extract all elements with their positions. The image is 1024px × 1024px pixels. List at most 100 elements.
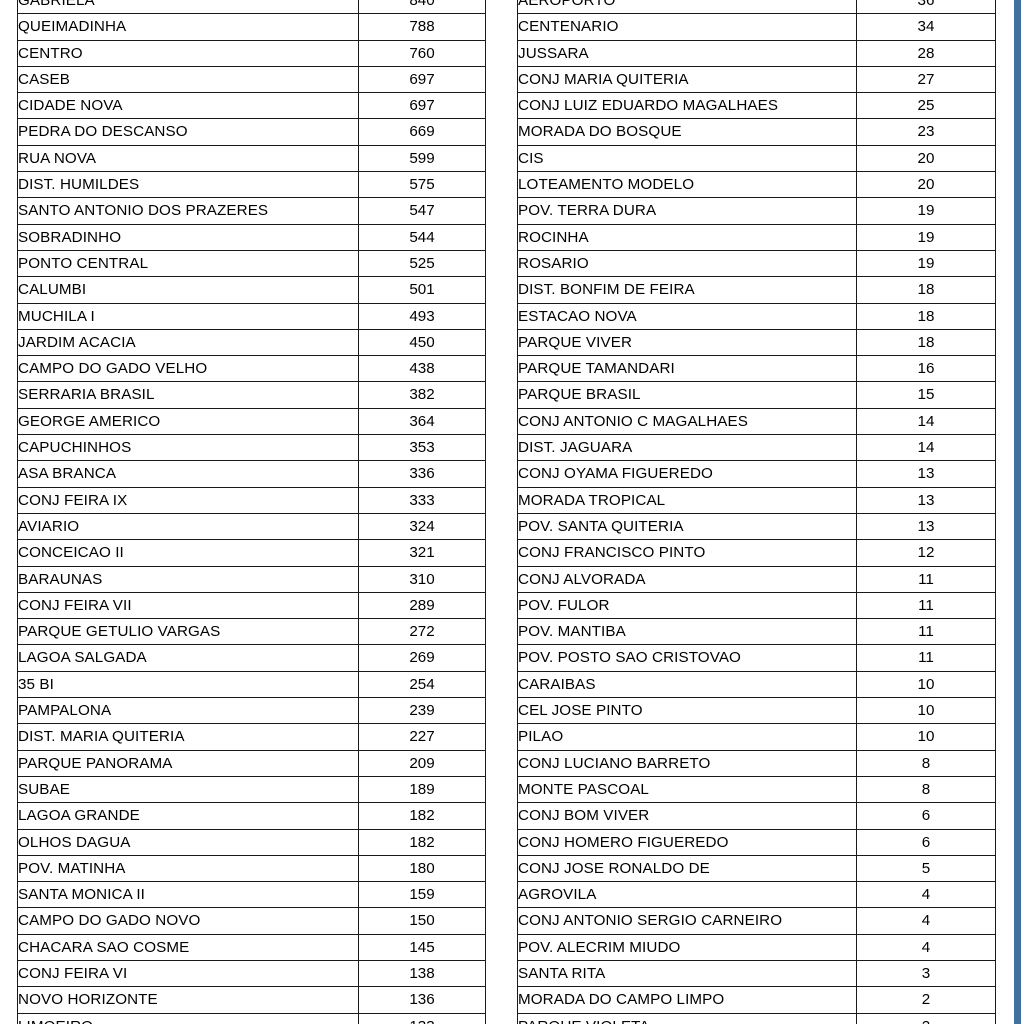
locality-name-cell: CONJ ANTONIO C MAGALHAES (517, 407, 857, 436)
locality-count-cell: 19 (856, 249, 996, 278)
table-row: CONJ FEIRA VI 138 (17, 959, 486, 988)
right-table-body: AEROPORTO 36 CENTENARIO 34 JUSSARA 28 CONJ MAR… (517, 0, 996, 1024)
locality-name-cell: ROCINHA (517, 223, 857, 251)
locality-name-cell: CALUMBI (17, 276, 359, 304)
locality-name-cell: POV. SANTA QUITERIA (517, 512, 857, 541)
locality-count-cell: 20 (856, 144, 996, 173)
locality-count-cell: 4 (856, 933, 996, 961)
locality-count-cell: 36 (856, 0, 996, 15)
locality-name-cell: DIST. BONFIM DE FEIRA (517, 276, 857, 304)
locality-name-cell: CENTRO (17, 39, 359, 67)
locality-name-cell: POV. MATINHA (17, 854, 359, 883)
table-row: MORADA DO CAMPO LIMPO 2 (517, 986, 996, 1014)
locality-name-cell: PARQUE TAMANDARI (517, 355, 857, 383)
locality-count-cell: 12 (856, 539, 996, 567)
locality-name-cell: MUCHILA I (17, 302, 359, 330)
locality-count-cell: 6 (856, 802, 996, 830)
right-data-table: AEROPORTO 36 CENTENARIO 34 JUSSARA 28 CONJ MAR… (517, 0, 996, 1024)
table-row: ROCINHA 19 (517, 223, 996, 251)
table-row: OLHOS DAGUA 182 (17, 828, 486, 856)
table-row: CAMPO DO GADO NOVO 150 (17, 907, 486, 935)
locality-name-cell: SANTO ANTONIO DOS PRAZERES (17, 197, 359, 225)
locality-count-cell: 16 (856, 355, 996, 383)
locality-count-cell: 575 (358, 171, 486, 199)
locality-count-cell: 182 (358, 802, 486, 830)
table-row: RUA NOVA 599 (17, 144, 486, 173)
locality-name-cell: AVIARIO (17, 512, 359, 541)
locality-name-cell: CONJ LUCIANO BARRETO (517, 749, 857, 777)
table-row: CAPUCHINHOS 353 (17, 434, 486, 462)
table-row: PILAO 10 (517, 723, 996, 751)
table-row: JUSSARA 28 (517, 39, 996, 67)
locality-count-cell: 34 (856, 13, 996, 41)
locality-count-cell: 2 (856, 986, 996, 1014)
locality-name-cell: PEDRA DO DESCANSO (17, 118, 359, 146)
locality-name-cell: PARQUE PANORAMA (17, 749, 359, 777)
locality-count-cell: 23 (856, 118, 996, 146)
table-row: MORADA TROPICAL 13 (517, 486, 996, 514)
locality-count-cell: 10 (856, 697, 996, 725)
locality-name-cell: MORADA TROPICAL (517, 486, 857, 514)
table-row: PARQUE VIVER 18 (517, 328, 996, 357)
table-row: CONJ JOSE RONALDO DE 5 (517, 854, 996, 883)
locality-count-cell: 525 (358, 249, 486, 278)
locality-name-cell: CONJ FEIRA IX (17, 486, 359, 514)
table-row: CONJ LUCIANO BARRETO 8 (517, 749, 996, 777)
locality-name-cell: CONJ MARIA QUITERIA (517, 65, 857, 94)
table-row: CONJ MARIA QUITERIA 27 (517, 65, 996, 94)
locality-count-cell: 254 (358, 670, 486, 699)
locality-name-cell: PARQUE VIOLETA (517, 1012, 857, 1024)
locality-count-cell: 11 (856, 644, 996, 672)
table-row: DIST. MARIA QUITERIA 227 (17, 723, 486, 751)
table-row: CASEB 697 (17, 65, 486, 94)
table-row: AVIARIO 324 (17, 512, 486, 541)
locality-count-cell: 364 (358, 407, 486, 436)
locality-count-cell: 544 (358, 223, 486, 251)
table-row: CONJ LUIZ EDUARDO MAGALHAES 25 (517, 92, 996, 120)
locality-count-cell: 5 (856, 854, 996, 883)
locality-name-cell: MORADA DO CAMPO LIMPO (517, 986, 857, 1014)
locality-count-cell: 324 (358, 512, 486, 541)
table-row: CONJ BOM VIVER 6 (517, 802, 996, 830)
table-row: POV. POSTO SAO CRISTOVAO 11 (517, 644, 996, 672)
locality-name-cell: CIS (517, 144, 857, 173)
locality-count-cell: 145 (358, 933, 486, 961)
locality-count-cell: 760 (358, 39, 486, 67)
locality-count-cell: 669 (358, 118, 486, 146)
locality-name-cell: DIST. JAGUARA (517, 434, 857, 462)
locality-count-cell: 133 (358, 1012, 486, 1024)
table-row: PEDRA DO DESCANSO 669 (17, 118, 486, 146)
table-row: SOBRADINHO 544 (17, 223, 486, 251)
table-row: SERRARIA BRASIL 382 (17, 381, 486, 409)
locality-count-cell: 6 (856, 828, 996, 856)
table-row: DIST. BONFIM DE FEIRA 18 (517, 276, 996, 304)
locality-name-cell: CAMPO DO GADO NOVO (17, 907, 359, 935)
locality-count-cell: 272 (358, 618, 486, 646)
locality-count-cell: 11 (856, 591, 996, 620)
locality-name-cell: CONJ HOMERO FIGUEREDO (517, 828, 857, 856)
locality-name-cell: 35 BI (17, 670, 359, 699)
locality-count-cell: 8 (856, 775, 996, 804)
locality-count-cell: 27 (856, 65, 996, 94)
locality-name-cell: SERRARIA BRASIL (17, 381, 359, 409)
locality-count-cell: 788 (358, 13, 486, 41)
locality-name-cell: CONCEICAO II (17, 539, 359, 567)
locality-count-cell: 321 (358, 539, 486, 567)
locality-name-cell: ASA BRANCA (17, 460, 359, 488)
locality-name-cell: POV. ALECRIM MIUDO (517, 933, 857, 961)
table-row: AGROVILA 4 (517, 881, 996, 909)
table-row: DIST. JAGUARA 14 (517, 434, 996, 462)
table-row: CONJ HOMERO FIGUEREDO 6 (517, 828, 996, 856)
locality-count-cell: 501 (358, 276, 486, 304)
table-row: ESTACAO NOVA 18 (517, 302, 996, 330)
locality-name-cell: LAGOA SALGADA (17, 644, 359, 672)
table-row: PAMPALONA 239 (17, 697, 486, 725)
table-row: CONCEICAO II 321 (17, 539, 486, 567)
table-row: CEL JOSE PINTO 10 (517, 697, 996, 725)
locality-name-cell: GABRIELA (17, 0, 359, 15)
table-row: POV. ALECRIM MIUDO 4 (517, 933, 996, 961)
locality-count-cell: 182 (358, 828, 486, 856)
locality-name-cell: PARQUE BRASIL (517, 381, 857, 409)
locality-name-cell: CEL JOSE PINTO (517, 697, 857, 725)
locality-count-cell: 25 (856, 92, 996, 120)
